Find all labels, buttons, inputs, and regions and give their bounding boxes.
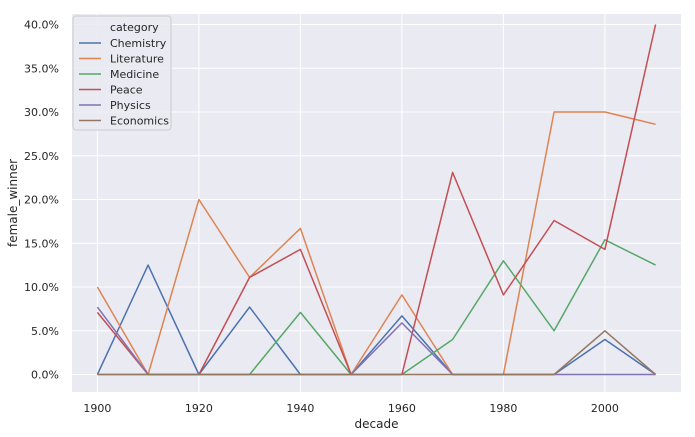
legend-box [72, 15, 172, 131]
y-axis-ticks: 0.0% 5.0% 10.0% 15.0% 20.0% 25.0% 30.0% 35.0% 40… [24, 19, 59, 382]
x-tick-label: 1900 [83, 402, 111, 415]
series-line-chemistry [96, 264, 657, 376]
series-lines [96, 24, 657, 376]
legend-item: Peace [79, 84, 143, 97]
series-line-literature [96, 111, 656, 376]
y-tick-label: 35.0% [24, 62, 59, 75]
legend-item: Physics [79, 99, 151, 112]
y-axis-label: female_winner [6, 159, 20, 247]
series-line-economics [97, 330, 657, 376]
legend-label: Economics [110, 115, 169, 128]
legend-title: category [110, 21, 159, 34]
y-tick-label: 0.0% [31, 369, 59, 382]
legend-label: Chemistry [110, 37, 167, 50]
x-tick-label: 1940 [286, 402, 314, 415]
legend-label: Medicine [110, 68, 159, 81]
legend-label: Literature [110, 53, 164, 66]
legend-label: Physics [110, 99, 151, 112]
y-tick-label: 10.0% [24, 281, 59, 294]
y-tick-label: 15.0% [24, 237, 59, 250]
x-tick-label: 1980 [489, 402, 517, 415]
x-axis-label: decade [355, 417, 399, 431]
legend-item: Literature [79, 53, 164, 66]
legend-label: Peace [110, 84, 143, 97]
y-tick-label: 25.0% [24, 150, 59, 163]
x-tick-label: 1960 [388, 402, 416, 415]
legend-item: Medicine [79, 68, 159, 81]
legend-item: Chemistry [79, 37, 167, 50]
y-tick-label: 20.0% [24, 194, 59, 207]
legend: category Chemistry Literature Medicine Peac… [72, 15, 172, 131]
y-tick-label: 30.0% [24, 106, 59, 119]
y-tick-label: 5.0% [31, 325, 59, 338]
legend-item: Economics [79, 115, 169, 128]
plot-area [72, 14, 681, 392]
x-tick-label: 2000 [591, 402, 619, 415]
x-tick-label: 1920 [185, 402, 213, 415]
y-tick-label: 40.0% [24, 19, 59, 32]
x-axis-ticks: 1900 1920 1940 1960 1980 2000 [83, 402, 619, 415]
